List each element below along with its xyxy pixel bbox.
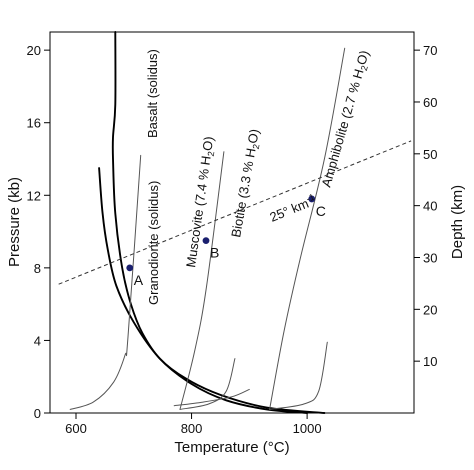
geotherm-line: [58, 140, 412, 285]
y-left-tick-label: 4: [34, 333, 41, 348]
y-right-tick-label: 40: [423, 199, 437, 214]
low-temperature-tail-curve: [173, 388, 250, 407]
y-right-axis-ticks: 10 20 30 40 50 60 70: [414, 43, 437, 369]
y-right-tick-label: 10: [423, 354, 437, 369]
point-a-label: A: [134, 272, 144, 288]
plot-frame: [49, 31, 415, 414]
x-tick-label: 1000: [293, 421, 322, 436]
y-left-tick-label: 8: [34, 261, 41, 276]
y-right-tick-label: 30: [423, 250, 437, 265]
point-b-label: B: [210, 245, 219, 261]
y-right-axis-title: Depth (km): [449, 185, 466, 259]
y-left-tick-label: 16: [27, 116, 41, 131]
granodiorite-solidus-label: Granodiorite (solidus): [146, 181, 161, 305]
point-c: [308, 195, 316, 203]
y-left-tick-label: 0: [34, 406, 41, 421]
geotherm: [58, 140, 412, 285]
point-b: [202, 237, 210, 245]
biotite-dehydration-curve: [179, 151, 225, 410]
y-left-tick-label: 12: [27, 188, 41, 203]
curves: [69, 31, 346, 414]
y-right-tick-label: 20: [423, 302, 437, 317]
granodiorite-solidus-curve: [98, 167, 309, 414]
y-right-tick-label: 50: [423, 147, 437, 162]
labelled-points: A B C: [126, 195, 326, 288]
amphibolite-dehydration-curve: [269, 47, 346, 410]
y-left-tick-label: 20: [27, 43, 41, 58]
y-right-tick-label: 60: [423, 95, 437, 110]
y-left-axis-ticks: 0 4 8 12 16 20: [27, 43, 50, 421]
x-tick-label: 800: [181, 421, 203, 436]
point-a: [126, 264, 134, 272]
basalt-solidus-curve: [111, 31, 326, 414]
point-c-label: C: [316, 203, 326, 219]
y-right-tick-label: 70: [423, 43, 437, 58]
amphibolite-low-branch-curve: [269, 341, 328, 410]
x-tick-label: 600: [65, 421, 87, 436]
x-axis-title: Temperature (°C): [174, 439, 289, 456]
x-axis-ticks: 600 800 1000: [65, 413, 322, 436]
basalt-solidus-label: Basalt (solidus): [145, 49, 160, 138]
y-left-axis-title: Pressure (kb): [6, 177, 23, 267]
